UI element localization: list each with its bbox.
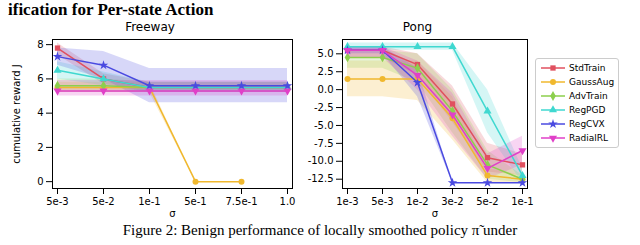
svg-text:5.0: 5.0 — [318, 48, 334, 59]
html-text:Freeway: Freeway — [125, 20, 175, 34]
svg-text:4: 4 — [37, 107, 43, 118]
svg-text:5e-2: 5e-2 — [476, 196, 499, 207]
svg-text:1e-1: 1e-1 — [138, 196, 161, 207]
svg-text:σ: σ — [432, 208, 439, 219]
html-text:StdTrain: StdTrain — [569, 63, 606, 73]
svg-text:1e-2: 1e-2 — [406, 196, 429, 207]
html-text:RadialRL: RadialRL — [569, 133, 609, 143]
svg-text:5e-3: 5e-3 — [371, 196, 394, 207]
svg-text:3e-2: 3e-2 — [441, 196, 464, 207]
html-text:Pong: Pong — [402, 20, 433, 34]
svg-text:5e-3: 5e-3 — [46, 196, 69, 207]
svg-text:1e-1: 1e-1 — [511, 196, 534, 207]
html-text:RegCVX: RegCVX — [569, 119, 605, 129]
svg-text:7.5e-1: 7.5e-1 — [225, 196, 257, 207]
svg-text:2.5: 2.5 — [318, 66, 334, 77]
svg-text:0: 0 — [37, 176, 43, 187]
html-text:AdvTrain: AdvTrain — [569, 91, 608, 101]
svg-text:1e-3: 1e-3 — [336, 196, 359, 207]
svg-text:cumulative reward J: cumulative reward J — [11, 64, 22, 164]
svg-text:8: 8 — [37, 39, 43, 50]
svg-text:2: 2 — [37, 142, 43, 153]
html-text:RegPGD: RegPGD — [569, 105, 606, 115]
svg-text:-12.5: -12.5 — [308, 173, 334, 184]
svg-text:6: 6 — [37, 73, 43, 84]
html-text:ification for Per-state Action: ification for Per-state Action — [8, 0, 214, 19]
svg-text:5e-1: 5e-1 — [184, 196, 207, 207]
html-text:Figure 2: Benign performance o: Figure 2: Benign performance of locally … — [122, 222, 518, 238]
svg-text:-10.0: -10.0 — [308, 155, 334, 166]
svg-text:σ: σ — [169, 208, 176, 219]
svg-text:1.0: 1.0 — [280, 196, 296, 207]
svg-text:-5.0: -5.0 — [314, 120, 334, 131]
html-text:GaussAug: GaussAug — [569, 77, 615, 87]
svg-text:-7.5: -7.5 — [314, 138, 334, 149]
svg-text:5e-2: 5e-2 — [92, 196, 115, 207]
svg-text:0.0: 0.0 — [318, 84, 334, 95]
svg-text:-2.5: -2.5 — [314, 102, 334, 113]
